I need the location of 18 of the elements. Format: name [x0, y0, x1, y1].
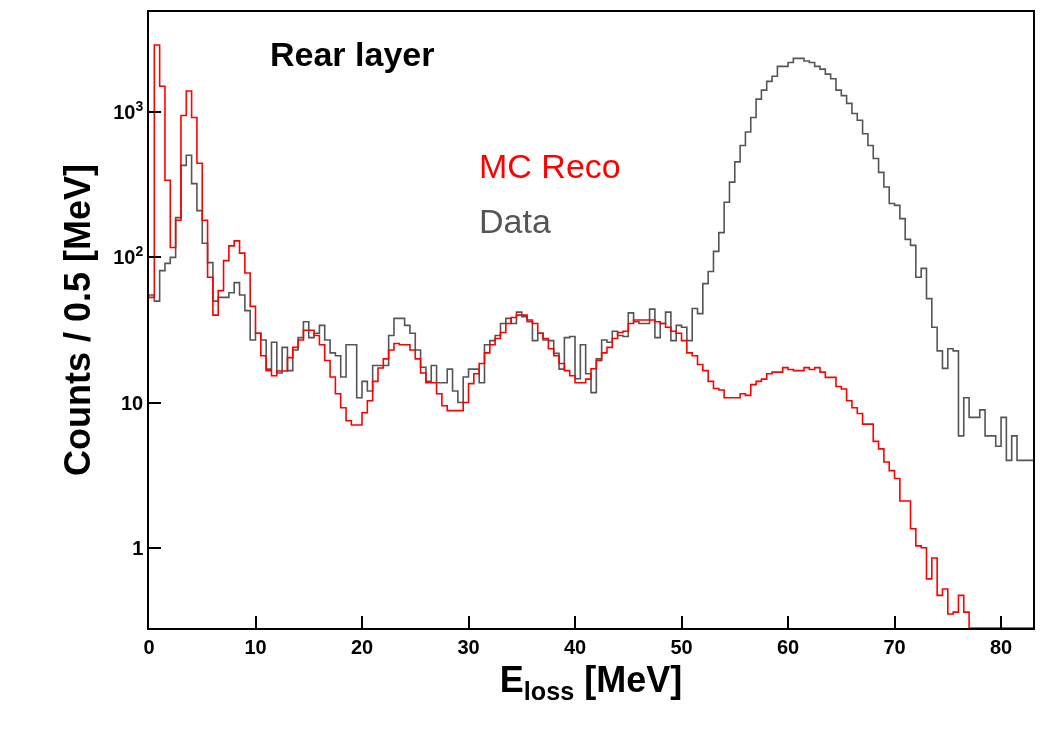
y-axis-title: Counts / 0.5 [MeV] — [56, 163, 98, 477]
x-tick-label: 50 — [670, 635, 693, 658]
x-tick-label: 70 — [883, 635, 906, 658]
x-tick-label: 80 — [989, 635, 1013, 658]
x-tick-label: 0 — [143, 635, 155, 658]
x-tick-label: 60 — [776, 635, 800, 658]
text: MC Reco — [479, 147, 621, 185]
y-tick-label: 1 — [132, 536, 144, 559]
y-tick-label: 10$^{2}$ — [113, 242, 144, 269]
x-axis-title: E$_{loss}$ [MeV] — [499, 658, 683, 705]
text: Rear layer — [270, 34, 435, 73]
text: Data — [479, 202, 551, 240]
x-tick-label: 40 — [563, 635, 587, 658]
y-tick-label: 10$^{3}$ — [113, 97, 144, 124]
y-tick-label: 10 — [121, 391, 144, 414]
x-tick-label: 10 — [244, 635, 267, 658]
x-tick-label: 30 — [457, 635, 480, 658]
x-tick-label: 20 — [350, 635, 374, 658]
